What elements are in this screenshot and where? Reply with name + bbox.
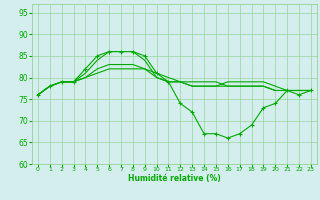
X-axis label: Humidité relative (%): Humidité relative (%)	[128, 174, 221, 183]
